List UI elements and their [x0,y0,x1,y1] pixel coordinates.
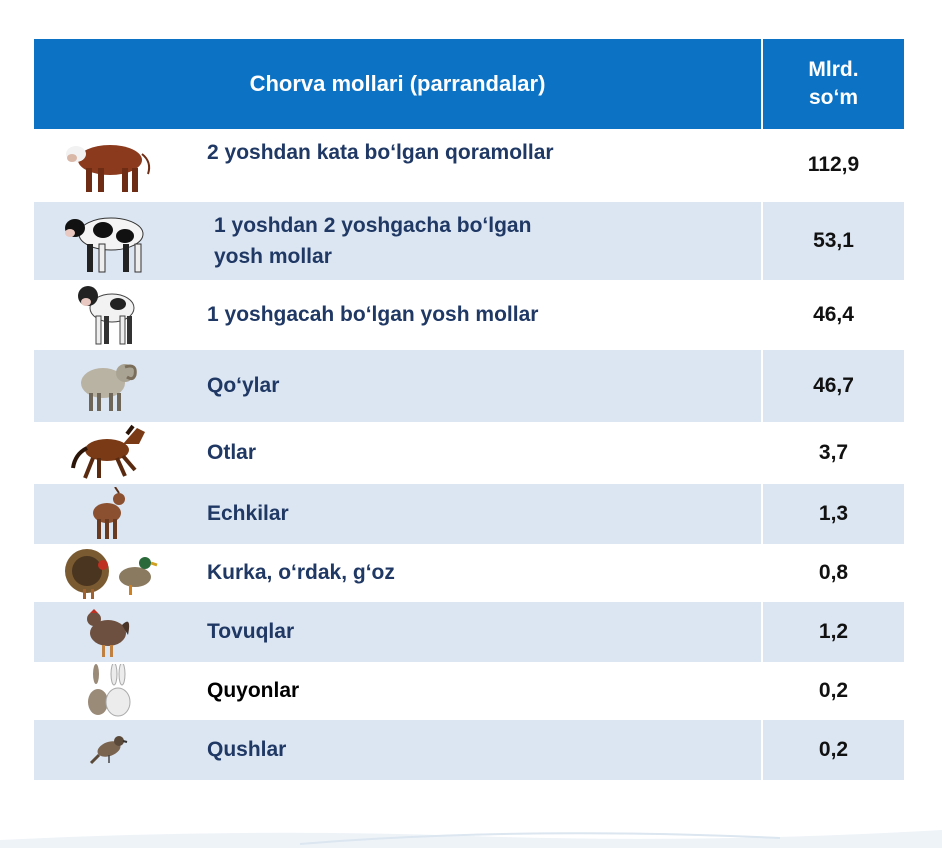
row-label: Otlar [207,441,257,464]
table-row: 1 yoshdan 2 yoshgacha bo‘lgan yosh molla… [34,202,904,280]
table-header: Chorva mollari (parrandalar) Mlrd. so‘m [34,39,904,129]
horse-icon [34,422,184,484]
row-label: 1 yoshgacah bo‘lgan yosh mollar [207,303,539,326]
header-unit-line2: so‘m [808,86,858,109]
row-label: 2 yoshdan kata bo‘lgan qoramollar [207,141,554,164]
row-value: 1,2 [763,602,904,662]
row-value: 0,8 [818,561,849,584]
sheep-icon [34,350,184,422]
decorative-wave [0,830,942,848]
row-label: 1 yoshdan 2 yoshgacha bo‘lgan yosh molla… [184,202,761,280]
table-row: Qushlar 0,2 [34,720,904,780]
livestock-table: Chorva mollari (parrandalar) Mlrd. so‘m … [34,39,904,780]
row-label-line2: yosh mollar [214,245,332,268]
header-unit: Mlrd. so‘m [763,39,904,129]
row-label: Qushlar [184,720,761,780]
row-value: 46,4 [813,303,854,326]
row-value: 53,1 [763,202,904,280]
row-label: Echkilar [184,484,761,544]
row-label-line1: 1 yoshdan 2 yoshgacha bo‘lgan [214,214,532,237]
bull-icon [34,129,184,200]
table-row: 1 yoshgacah bo‘lgan yosh mollar 46,4 [34,280,904,350]
row-label: Quyonlar [207,679,300,702]
row-value: 0,2 [818,679,849,702]
calf-icon [34,280,184,350]
bird-icon [34,720,184,780]
chicken-icon [34,602,184,662]
table-row: Kurka, o‘rdak, g‘oz 0,8 [34,544,904,602]
row-label: Kurka, o‘rdak, g‘oz [207,561,395,584]
row-label: Qo‘ylar [184,350,761,422]
turkey-duck-icon [34,544,184,602]
table-row: 2 yoshdan kata bo‘lgan qoramollar 112,9 [34,129,904,200]
header-unit-line1: Mlrd. [808,58,859,81]
row-value: 0,2 [763,720,904,780]
row-label: Tovuqlar [184,602,761,662]
row-value: 46,7 [763,350,904,422]
row-value: 3,7 [818,441,849,464]
row-value: 112,9 [807,152,860,176]
header-category: Chorva mollari (parrandalar) [34,39,761,129]
table-row: Echkilar 1,3 [34,484,904,544]
cow-icon [34,202,184,280]
table-row: Quyonlar 0,2 [34,662,904,720]
table-row: Qo‘ylar 46,7 [34,350,904,422]
table-row: Otlar 3,7 [34,422,904,484]
row-value: 1,3 [763,484,904,544]
rabbit-icon [34,662,184,720]
table-row: Tovuqlar 1,2 [34,602,904,662]
goat-icon [34,484,184,544]
